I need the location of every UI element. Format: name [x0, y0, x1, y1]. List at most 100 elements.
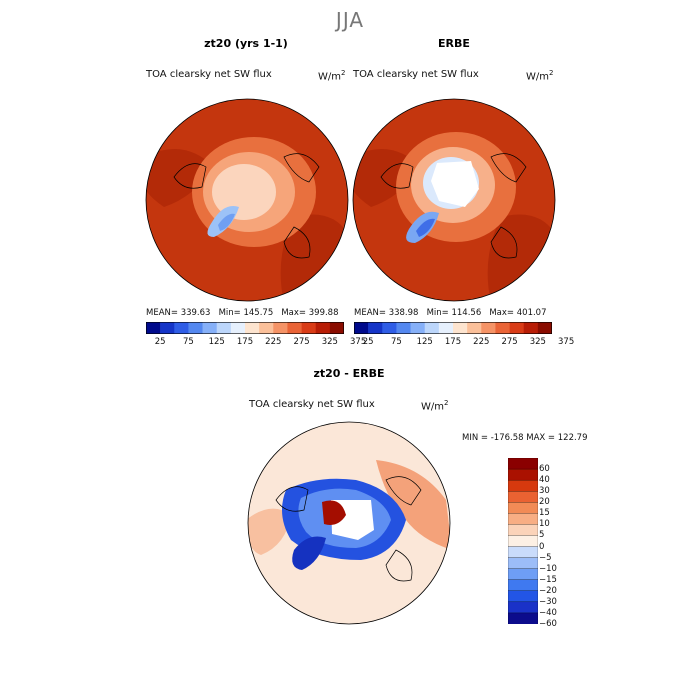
colorbar-tick-label: 20	[539, 497, 550, 508]
colorbar-tick-label: −60	[539, 619, 557, 629]
panel-3-title: zt20 - ERBE	[313, 367, 385, 380]
colorbar-tick-label: 275	[501, 337, 518, 347]
colorbar-box	[329, 322, 344, 334]
colorbar-box	[508, 568, 538, 581]
colorbar-box	[508, 468, 538, 481]
panel-3-max: 122.79	[557, 433, 588, 443]
colorbar-tick-label: 75	[391, 337, 402, 347]
panel-2-colorbar-ticks: 25 75 125 175 225 275 325 375	[354, 337, 575, 349]
panel-1-colorbar	[146, 322, 344, 334]
colorbar-box	[508, 546, 538, 559]
panel-3-stats: MIN = -176.58 MAX = 122.79	[462, 433, 588, 443]
colorbar-tick-label: 40	[539, 475, 550, 486]
colorbar-box	[202, 322, 218, 334]
panel-3-coastlines	[275, 476, 422, 582]
colorbar-tick-label: 325	[321, 337, 338, 347]
panel-3-map	[247, 421, 451, 625]
colorbar-tick-label: 175	[236, 337, 254, 347]
colorbar-box	[508, 579, 538, 592]
panel-1-stats: MEAN= 339.63 Min= 145.75 Max= 399.88	[146, 308, 339, 318]
colorbar-tick-label: 75	[183, 337, 194, 347]
colorbar-tick-label: 325	[529, 337, 546, 347]
colorbar-tick-label: 30	[539, 486, 550, 497]
colorbar-tick-label: −20	[539, 585, 557, 596]
colorbar-box	[230, 322, 246, 334]
panel-2-map-border	[352, 98, 556, 302]
panel-1-max: 399.88	[308, 308, 339, 318]
colorbar-box	[508, 491, 538, 503]
colorbar-tick-label: −15	[539, 574, 557, 585]
panel-3-units: W/m2	[421, 399, 449, 413]
colorbar-box	[315, 322, 331, 334]
colorbar-tick-label: 5	[539, 530, 545, 541]
colorbar-box	[259, 322, 274, 334]
panel-1-title: zt20 (yrs 1-1)	[204, 37, 288, 50]
panel-3-strong-positive	[322, 500, 346, 525]
colorbar-box	[424, 322, 440, 334]
colorbar-box	[354, 322, 369, 334]
colorbar-box	[174, 322, 189, 334]
panel-2-stats: MEAN= 338.98 Min= 114.56 Max= 401.07	[354, 308, 547, 318]
colorbar-box	[410, 322, 426, 334]
colorbar-tick-label: −40	[539, 607, 557, 618]
colorbar-box	[508, 601, 538, 614]
panel-2-variable-label: TOA clearsky net SW flux	[353, 69, 479, 80]
colorbar-box	[508, 535, 538, 547]
colorbar-box	[273, 322, 288, 334]
colorbar-tick-label: −30	[539, 596, 557, 607]
colorbar-tick-label: 375	[350, 337, 367, 347]
colorbar-box	[368, 322, 383, 334]
panel-2-units: W/m2	[526, 69, 554, 83]
colorbar-box	[508, 524, 538, 536]
colorbar-tick-label: 275	[293, 337, 310, 347]
panel-1-min: 145.75	[243, 308, 274, 318]
colorbar-tick-label: 25	[154, 337, 166, 347]
colorbar-tick-label: 25	[362, 337, 374, 347]
colorbar-tick-label: −5	[539, 552, 552, 563]
colorbar-tick-label: 60	[539, 464, 550, 475]
panel-2-min: 114.56	[451, 308, 482, 318]
panel-1-map-border	[145, 98, 349, 302]
colorbar-box	[245, 322, 260, 334]
panel-1-units: W/m2	[318, 69, 346, 83]
colorbar-box	[481, 322, 496, 334]
colorbar-box	[301, 322, 317, 334]
colorbar-box	[508, 513, 538, 525]
colorbar-box	[508, 502, 538, 514]
colorbar-box	[523, 322, 539, 334]
colorbar-tick-label: 225	[265, 337, 282, 347]
panel-2-map	[352, 98, 556, 302]
colorbar-tick-label: 125	[208, 337, 225, 347]
panel-3-positive-region	[376, 460, 450, 550]
colorbar-box	[508, 612, 538, 624]
colorbar-box	[146, 322, 161, 334]
panel-1-mean: 339.63	[180, 308, 211, 318]
panel-3-variable-label: TOA clearsky net SW flux	[249, 399, 375, 410]
colorbar-box	[508, 479, 538, 492]
panel-3-colorbar	[508, 458, 538, 624]
colorbar-tick-label: 175	[444, 337, 462, 347]
colorbar-box	[438, 322, 454, 334]
colorbar-box	[453, 322, 468, 334]
colorbar-box	[509, 322, 525, 334]
colorbar-tick-label: 375	[558, 337, 575, 347]
colorbar-tick-label: 225	[473, 337, 490, 347]
colorbar-box	[160, 322, 175, 334]
panel-2-coastlines	[380, 153, 527, 259]
panel-2-max: 401.07	[516, 308, 547, 318]
colorbar-tick-label: 15	[539, 508, 550, 519]
colorbar-tick-label: 125	[416, 337, 433, 347]
colorbar-tick-label: 0	[539, 541, 545, 552]
colorbar-box	[287, 322, 302, 334]
panel-1-variable-label: TOA clearsky net SW flux	[146, 69, 272, 80]
colorbar-box	[495, 322, 510, 334]
colorbar-tick-label: −10	[539, 563, 557, 574]
colorbar-box	[467, 322, 482, 334]
colorbar-box	[508, 458, 538, 470]
panel-3-map-border	[247, 421, 451, 625]
panel-2-colorbar	[354, 322, 552, 334]
colorbar-tick-label: 10	[539, 519, 550, 530]
season-title: JJA	[335, 8, 365, 32]
colorbar-box	[216, 322, 232, 334]
panel-2-title: ERBE	[438, 37, 470, 50]
